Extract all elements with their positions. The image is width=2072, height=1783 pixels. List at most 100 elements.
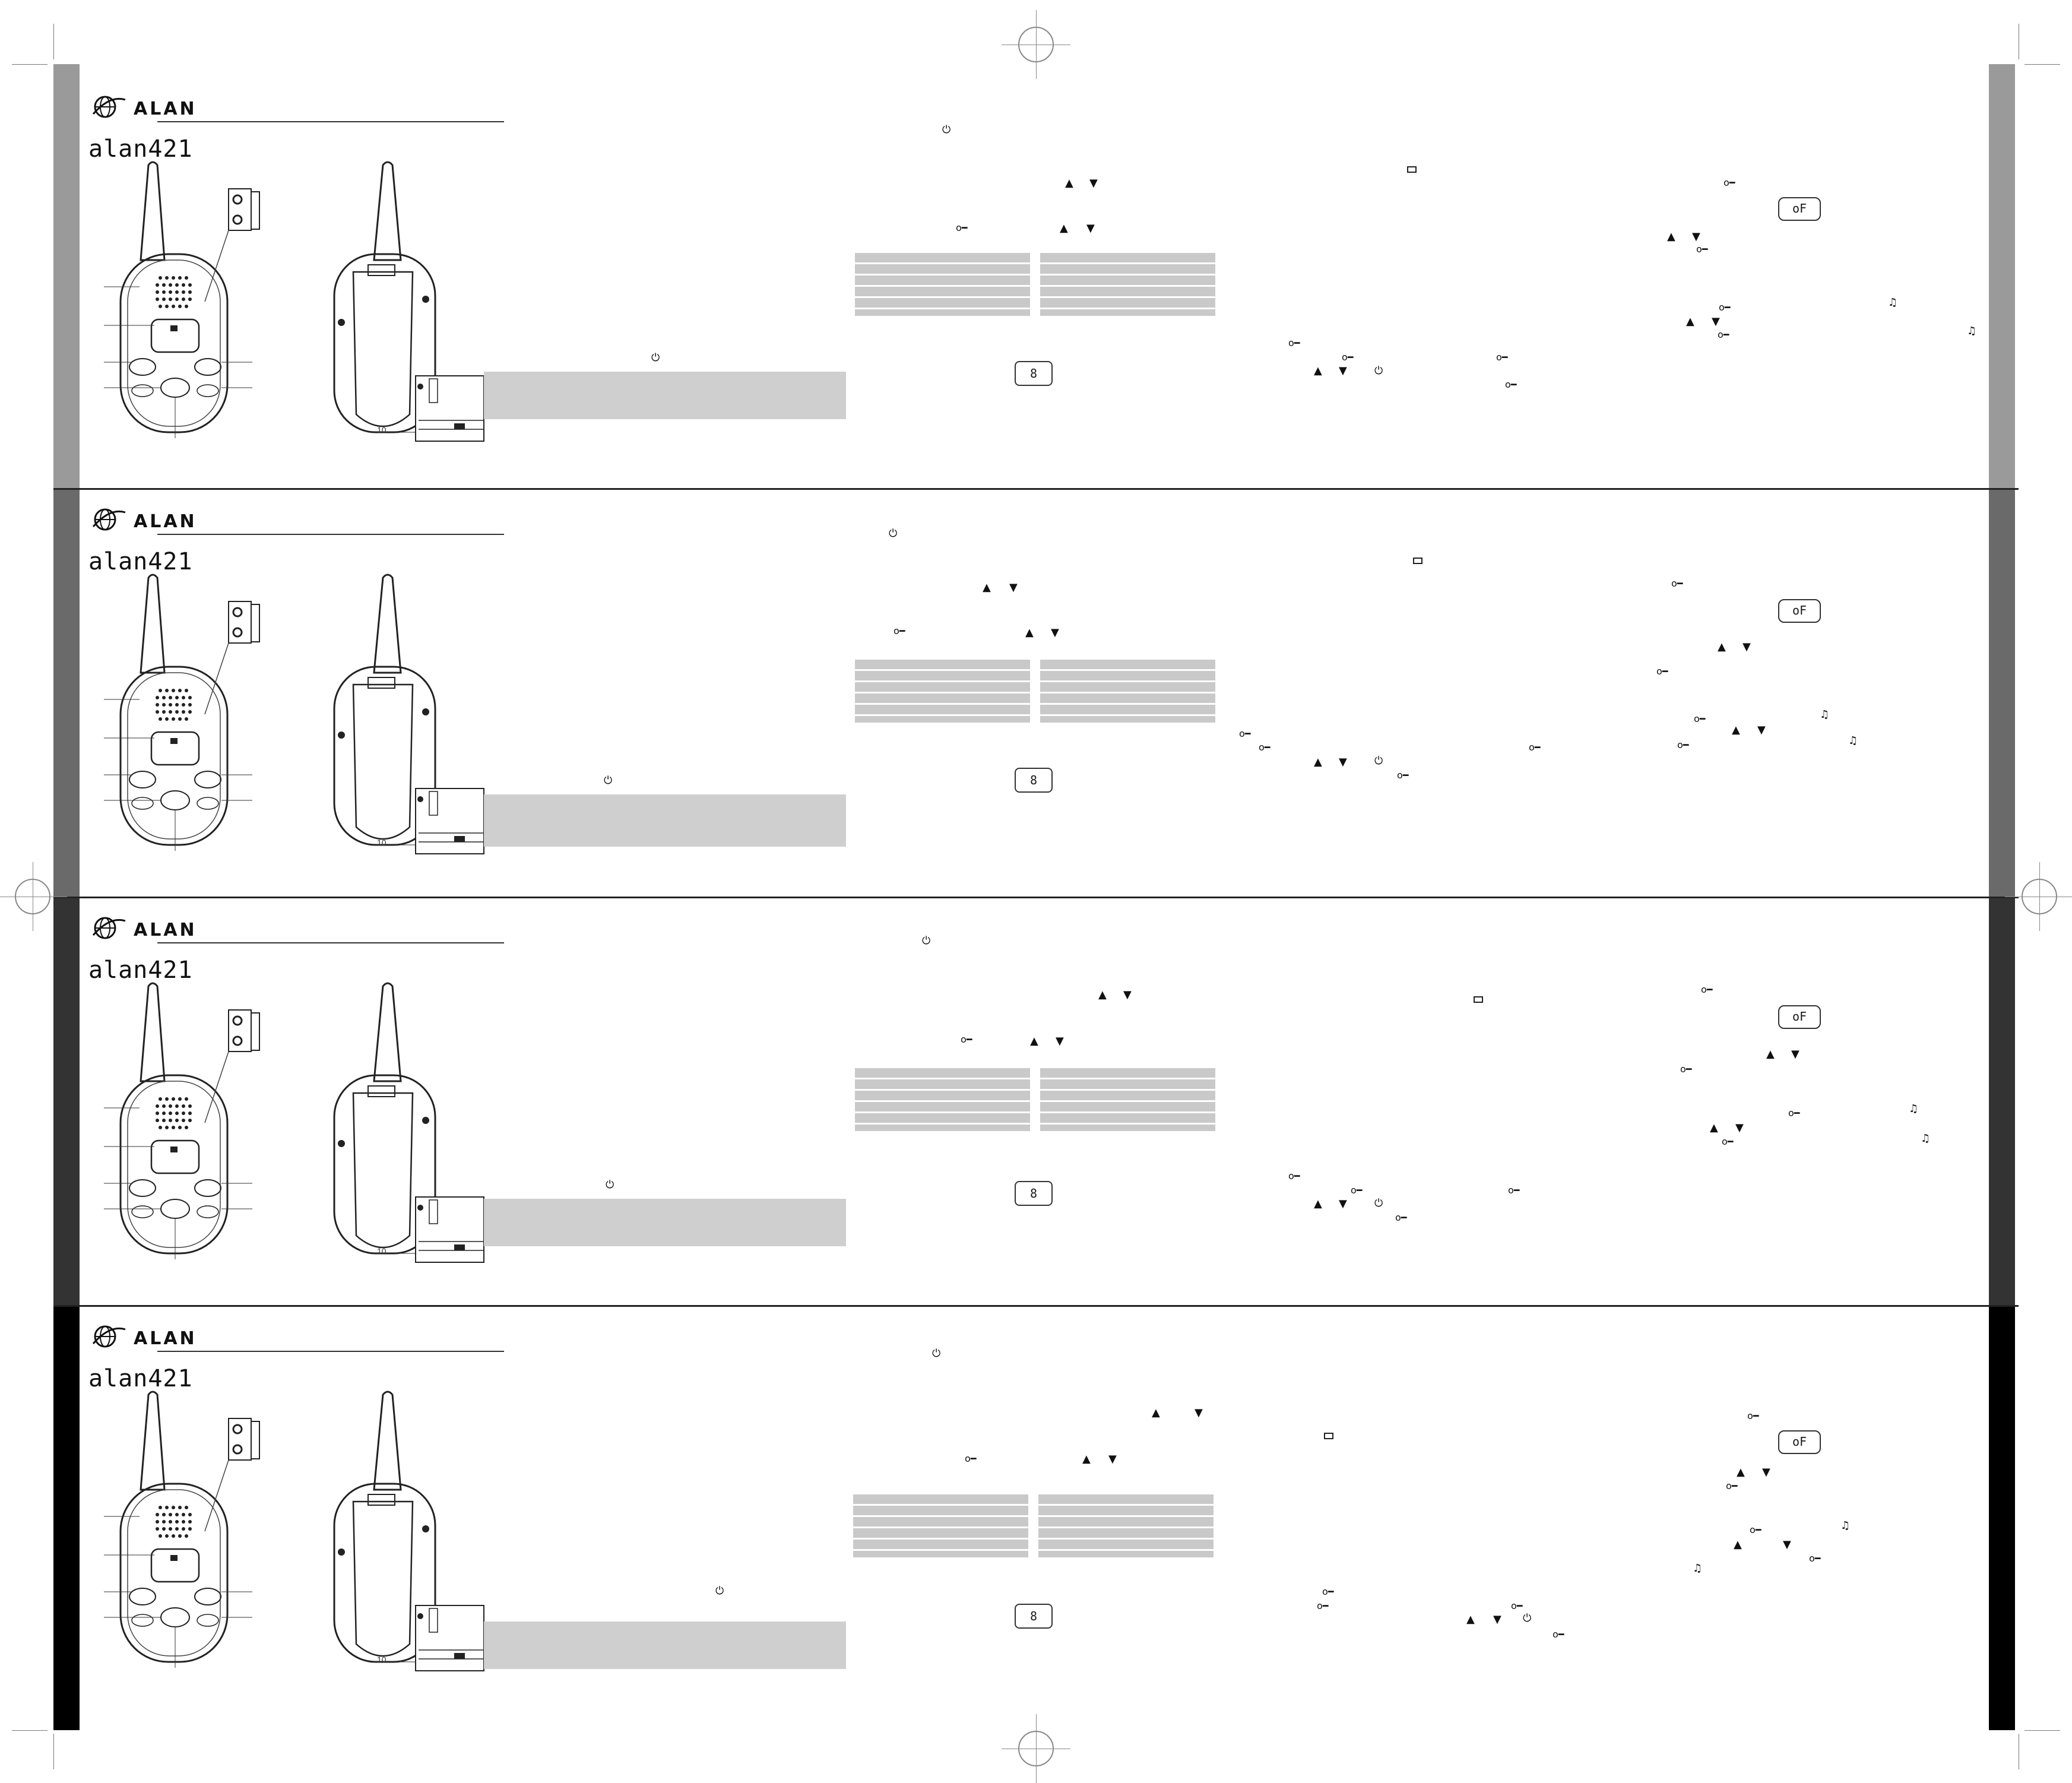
header-rule: [157, 942, 504, 943]
key-icon: o━: [1718, 329, 1729, 340]
power-icon: ⏻: [1374, 755, 1383, 767]
arrow-up-icon: ▲: [1710, 1122, 1718, 1134]
callout-number: 10: [377, 425, 386, 435]
key-icon: o━: [1288, 337, 1300, 349]
grey-note-box: [484, 372, 846, 419]
panel-separator: [53, 488, 2019, 490]
power-icon: ⏻: [932, 1347, 941, 1360]
side-tab-2-right: [1989, 489, 2015, 897]
key-icon: o━: [1726, 1480, 1738, 1491]
model-name: alan421: [88, 1365, 193, 1392]
key-icon: o━: [1508, 1185, 1520, 1196]
brand-logo: ALAN: [92, 506, 508, 536]
panel-separator: [53, 897, 2019, 898]
key-icon: o━: [1680, 1063, 1692, 1075]
side-tab-4-left: [53, 1306, 80, 1730]
header-rule: [157, 1351, 504, 1352]
music-note-icon: ♫: [1693, 1562, 1703, 1575]
power-icon: ⏻: [889, 527, 898, 540]
power-icon: ⏻: [1523, 1612, 1532, 1624]
table-column-left: [855, 1068, 1030, 1131]
channel-display: 8: [1015, 1604, 1053, 1629]
arrow-down-icon: ▼: [1089, 177, 1098, 189]
arrow-down-icon: ▼: [1783, 1538, 1791, 1551]
off-display: oF: [1778, 1005, 1821, 1029]
radio-illustration: 10: [104, 159, 543, 468]
arrow-down-icon: ▼: [1056, 1035, 1064, 1047]
side-tab-3-left: [53, 897, 80, 1306]
arrow-up-icon: ▲: [1466, 1613, 1475, 1626]
radio-drawing-svg: [104, 161, 484, 442]
arrow-up-icon: ▲: [1025, 626, 1034, 639]
registration-mark: [2005, 862, 2072, 931]
crop-mark: [2025, 1730, 2060, 1731]
arrow-up-icon: ▲: [1314, 756, 1322, 768]
table-column-right: [1038, 1494, 1214, 1557]
registration-mark: [0, 862, 67, 931]
arrow-up-icon: ▲: [1734, 1538, 1742, 1551]
radio-drawing-svg: [104, 982, 484, 1263]
arrow-down-icon: ▼: [1762, 1466, 1770, 1478]
music-note-icon: ♫: [1921, 1132, 1931, 1145]
arrow-down-icon: ▼: [1086, 222, 1095, 235]
arrow-down-icon: ▼: [1757, 724, 1766, 736]
table-column-right: [1040, 660, 1215, 723]
arrow-up-icon: ▲: [1686, 315, 1694, 328]
registration-mark: [1002, 1714, 1070, 1783]
key-icon: o━: [1288, 1170, 1300, 1182]
arrow-up-icon: ▲: [983, 581, 991, 594]
battery-icon: [1407, 166, 1417, 173]
side-tab-2-left: [53, 489, 80, 897]
radio-drawing-svg: [104, 1391, 484, 1671]
radio-illustration: 10: [104, 980, 543, 1289]
arrow-down-icon: ▼: [1339, 756, 1347, 768]
key-icon: o━: [1722, 1136, 1734, 1147]
brand-logo: ALAN: [92, 94, 508, 123]
music-note-icon: ♫: [1888, 296, 1898, 309]
side-tab-3-right: [1989, 897, 2015, 1306]
crop-mark: [53, 1734, 54, 1769]
key-icon: o━: [1511, 1600, 1523, 1611]
key-icon: o━: [1656, 666, 1668, 677]
brand-logo-text: ALAN: [134, 1328, 197, 1349]
brand-logo-text: ALAN: [134, 920, 197, 940]
key-icon: o━: [956, 222, 968, 233]
battery-icon: [1474, 996, 1483, 1003]
key-icon: o━: [1395, 1212, 1407, 1223]
off-display: oF: [1778, 1430, 1821, 1454]
key-icon: o━: [1259, 742, 1271, 753]
brand-logo: ALAN: [92, 915, 508, 945]
key-icon: o━: [1342, 351, 1354, 363]
key-icon: o━: [1529, 742, 1541, 753]
key-icon: o━: [1505, 379, 1517, 390]
channel-display: 8: [1015, 1181, 1053, 1206]
key-icon: o━: [1809, 1553, 1821, 1564]
crop-mark: [2025, 64, 2060, 65]
arrow-up-icon: ▲: [1098, 989, 1107, 1001]
key-icon: o━: [1788, 1107, 1800, 1119]
panel-separator: [53, 1305, 2019, 1307]
manual-panel-3: ALAN alan421: [80, 897, 1980, 1306]
key-icon: o━: [1397, 769, 1409, 781]
arrow-up-icon: ▲: [1065, 177, 1073, 189]
arrow-down-icon: ▼: [1108, 1453, 1117, 1465]
side-tab-1-left: [53, 64, 80, 489]
table-column-left: [855, 660, 1030, 723]
key-icon: o━: [1677, 739, 1689, 750]
off-display: oF: [1778, 599, 1821, 623]
key-icon: o━: [1724, 177, 1735, 188]
arrow-down-icon: ▼: [1051, 626, 1059, 639]
key-icon: o━: [1701, 984, 1713, 995]
arrow-up-icon: ▲: [1314, 1198, 1322, 1210]
manual-panel-1: ALAN alan421: [80, 64, 1980, 473]
key-icon: o━: [965, 1453, 977, 1464]
key-icon: o━: [961, 1034, 972, 1045]
key-icon: o━: [1351, 1185, 1363, 1196]
arrow-down-icon: ▼: [1692, 230, 1700, 243]
table-column-right: [1040, 1068, 1215, 1131]
key-icon: o━: [1671, 578, 1683, 589]
registration-mark: [1002, 10, 1070, 79]
key-icon: o━: [1719, 302, 1731, 313]
music-note-icon: ♫: [1848, 734, 1858, 747]
crop-mark: [12, 64, 47, 65]
